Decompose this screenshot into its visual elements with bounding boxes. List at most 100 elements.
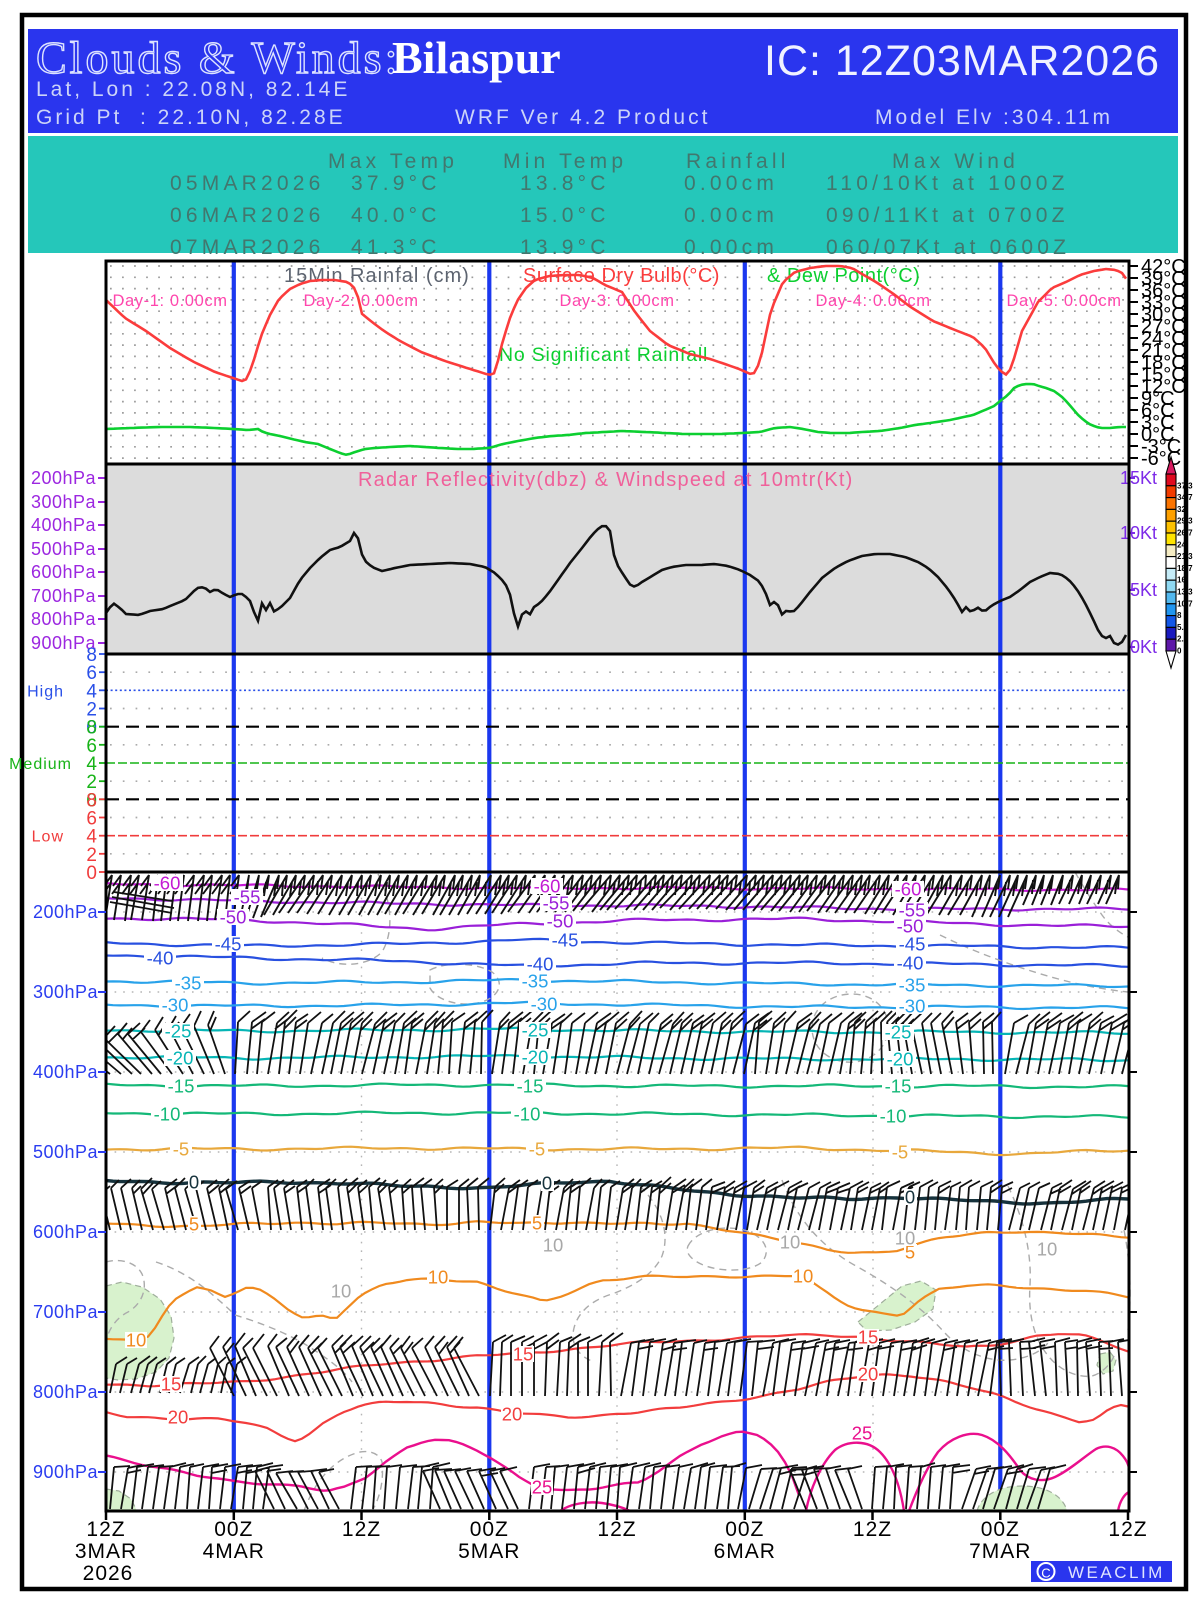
svg-text:-15: -15 xyxy=(885,1076,912,1097)
svg-text:12°C: 12°C xyxy=(1141,376,1186,398)
svg-text:18°C: 18°C xyxy=(1141,352,1186,374)
svg-text:-15: -15 xyxy=(168,1076,195,1097)
svg-text:0.00cm: 0.00cm xyxy=(684,236,778,259)
svg-text:-10: -10 xyxy=(154,1104,181,1125)
svg-text:41.3°C: 41.3°C xyxy=(351,236,441,259)
svg-text:40.0°C: 40.0°C xyxy=(351,204,441,227)
svg-text:2: 2 xyxy=(86,772,97,793)
svg-text:10: 10 xyxy=(331,1281,352,1302)
svg-text:-30: -30 xyxy=(162,995,189,1016)
svg-text:37.3: 37.3 xyxy=(1177,481,1193,490)
svg-text:7MAR: 7MAR xyxy=(969,1540,1031,1563)
svg-text:Day-2: 0.00cm: Day-2: 0.00cm xyxy=(303,292,418,310)
svg-text:-10: -10 xyxy=(880,1106,907,1127)
svg-text:Low: Low xyxy=(32,829,64,846)
svg-text:-6°C: -6°C xyxy=(1141,448,1181,470)
svg-text:-25: -25 xyxy=(165,1021,192,1042)
svg-text:15.0°C: 15.0°C xyxy=(520,204,610,227)
svg-text:10: 10 xyxy=(793,1266,814,1287)
svg-text:Clouds & Winds:: Clouds & Winds: xyxy=(36,32,400,83)
svg-text:10: 10 xyxy=(1037,1239,1058,1260)
svg-text:800hPa: 800hPa xyxy=(33,1382,99,1402)
svg-text:29.3: 29.3 xyxy=(1177,517,1193,526)
svg-text:900hPa: 900hPa xyxy=(31,633,97,653)
svg-text:0: 0 xyxy=(1177,647,1182,656)
svg-text:0: 0 xyxy=(86,718,97,739)
svg-text:25: 25 xyxy=(532,1477,553,1498)
svg-text:07MAR2026: 07MAR2026 xyxy=(170,236,325,259)
svg-text:21.3: 21.3 xyxy=(1177,552,1193,561)
svg-text:0°C: 0°C xyxy=(1141,424,1175,446)
svg-text:5Kt: 5Kt xyxy=(1130,580,1157,600)
svg-text:-60: -60 xyxy=(154,873,181,894)
svg-text:-35: -35 xyxy=(899,975,926,996)
svg-text:0.00cm: 0.00cm xyxy=(684,172,778,195)
svg-text:06MAR2026: 06MAR2026 xyxy=(170,204,325,227)
svg-text:5.3: 5.3 xyxy=(1177,623,1189,632)
svg-text:8: 8 xyxy=(86,790,97,811)
svg-text:400hPa: 400hPa xyxy=(31,515,97,535)
svg-text:10.7: 10.7 xyxy=(1177,599,1193,608)
svg-text:4: 4 xyxy=(86,681,97,702)
svg-text:10Kt: 10Kt xyxy=(1120,523,1157,543)
svg-text:200hPa: 200hPa xyxy=(31,468,97,488)
svg-text:-30: -30 xyxy=(899,996,926,1017)
svg-text:-15: -15 xyxy=(517,1076,544,1097)
svg-text:Day-3: 0.00cm: Day-3: 0.00cm xyxy=(559,292,674,310)
svg-text:12Z: 12Z xyxy=(342,1518,381,1541)
svg-text:13.8°C: 13.8°C xyxy=(520,172,610,195)
svg-text:-30: -30 xyxy=(531,994,558,1015)
svg-text:12Z: 12Z xyxy=(86,1518,125,1541)
svg-text:0: 0 xyxy=(542,1173,552,1194)
svg-text:5: 5 xyxy=(189,1214,199,1235)
svg-text:20: 20 xyxy=(168,1407,189,1428)
svg-text:15: 15 xyxy=(161,1374,182,1395)
svg-text:Min Temp: Min Temp xyxy=(503,150,627,173)
svg-text:15°C: 15°C xyxy=(1141,364,1186,386)
svg-text:-55: -55 xyxy=(234,887,261,908)
svg-text:-50: -50 xyxy=(897,916,924,937)
svg-text:36°C: 36°C xyxy=(1141,280,1186,302)
svg-text:0Kt: 0Kt xyxy=(1130,637,1157,657)
svg-text:Surface Dry Bulb(°C): Surface Dry Bulb(°C) xyxy=(523,265,720,287)
svg-text:4: 4 xyxy=(86,827,97,848)
svg-text:-55: -55 xyxy=(543,893,570,914)
svg-text:High: High xyxy=(27,683,64,700)
svg-text:-40: -40 xyxy=(897,953,924,974)
svg-text:00Z: 00Z xyxy=(725,1518,764,1541)
svg-text:26.7: 26.7 xyxy=(1177,529,1193,538)
svg-text:6MAR: 6MAR xyxy=(714,1540,776,1563)
svg-text:400hPa: 400hPa xyxy=(33,1062,99,1082)
svg-text:13.9°C: 13.9°C xyxy=(520,236,610,259)
svg-text:8: 8 xyxy=(86,718,97,739)
svg-text:-35: -35 xyxy=(522,971,549,992)
svg-text:-3°C: -3°C xyxy=(1141,436,1181,458)
svg-text:600hPa: 600hPa xyxy=(33,1222,99,1242)
svg-text:Radar Reflectivity(dbz) & Wind: Radar Reflectivity(dbz) & Windspeed at 1… xyxy=(358,469,854,491)
svg-text:300hPa: 300hPa xyxy=(33,982,99,1002)
svg-text:-60: -60 xyxy=(895,879,922,900)
svg-text:700hPa: 700hPa xyxy=(33,1302,99,1322)
svg-text:2.7: 2.7 xyxy=(1177,635,1189,644)
svg-text:12Z: 12Z xyxy=(597,1518,636,1541)
svg-text:13.3: 13.3 xyxy=(1177,588,1193,597)
svg-text:-45: -45 xyxy=(215,934,242,955)
svg-text:090/11Kt at 0700Z: 090/11Kt at 0700Z xyxy=(826,204,1069,227)
svg-text:WEACLIM: WEACLIM xyxy=(1068,1563,1165,1582)
svg-text:-50: -50 xyxy=(220,907,247,928)
svg-text:2026: 2026 xyxy=(83,1562,134,1585)
svg-text:15Kt: 15Kt xyxy=(1120,468,1157,488)
svg-text:00Z: 00Z xyxy=(214,1518,253,1541)
svg-text:200hPa: 200hPa xyxy=(33,902,99,922)
svg-text:-45: -45 xyxy=(899,934,926,955)
svg-text:-20: -20 xyxy=(167,1048,194,1069)
svg-text:110/10Kt at 1000Z: 110/10Kt at 1000Z xyxy=(826,172,1069,195)
svg-text:500hPa: 500hPa xyxy=(31,539,97,559)
svg-text:WRF Ver 4.2 Product: WRF Ver 4.2 Product xyxy=(455,106,710,129)
svg-text:42°C: 42°C xyxy=(1141,256,1186,278)
svg-text:34.7: 34.7 xyxy=(1177,493,1193,502)
svg-text:15: 15 xyxy=(858,1327,879,1348)
svg-text:Rainfall: Rainfall xyxy=(686,150,790,173)
svg-text:C: C xyxy=(1041,1566,1050,1581)
svg-text:0: 0 xyxy=(86,863,97,884)
